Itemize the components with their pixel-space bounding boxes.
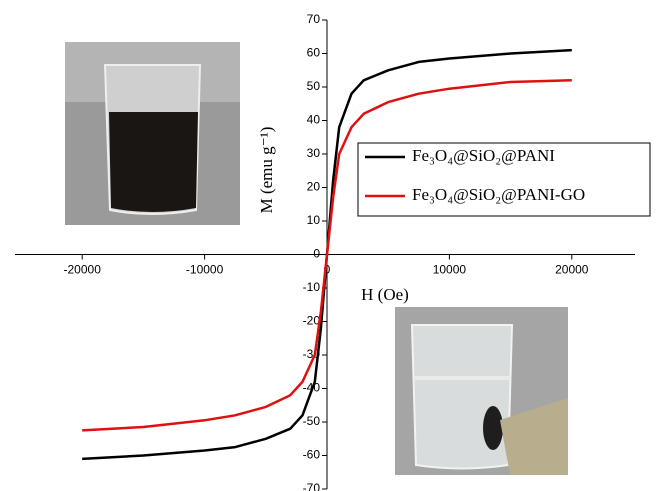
y-tick-label: 50 xyxy=(307,79,321,93)
y-tick-label: 0 xyxy=(313,247,320,261)
y-tick-label: 60 xyxy=(307,46,321,60)
y-tick-label: 70 xyxy=(307,12,321,26)
x-axis-label: H (Oe) xyxy=(361,285,409,304)
legend-label: Fe₃O₄@SiO₂@PANI xyxy=(412,146,555,165)
x-tick-label: 10000 xyxy=(433,263,467,277)
chart: H (Oe) M (emu g⁻¹) -20000 -10000 0 10000 200… xyxy=(0,0,656,491)
y-tick-label: -70 xyxy=(303,481,321,491)
x-tick-label: 20000 xyxy=(555,263,589,277)
y-axis-label: M (emu g⁻¹) xyxy=(257,127,276,214)
photo-top xyxy=(65,42,240,225)
y-tick-label: -50 xyxy=(303,414,321,428)
y-tick-label: -60 xyxy=(303,448,321,462)
y-tick-label: 40 xyxy=(307,113,321,127)
x-tick-label: -10000 xyxy=(186,263,224,277)
y-tick-label: 20 xyxy=(307,180,321,194)
y-tick-label: 10 xyxy=(307,213,321,227)
legend-label: Fe₃O₄@SiO₂@PANI-GO xyxy=(412,185,585,204)
x-tick-label: -20000 xyxy=(64,263,102,277)
photo-bottom xyxy=(395,307,568,475)
y-tick-label: -10 xyxy=(303,280,321,294)
y-tick-label: 30 xyxy=(307,146,321,160)
